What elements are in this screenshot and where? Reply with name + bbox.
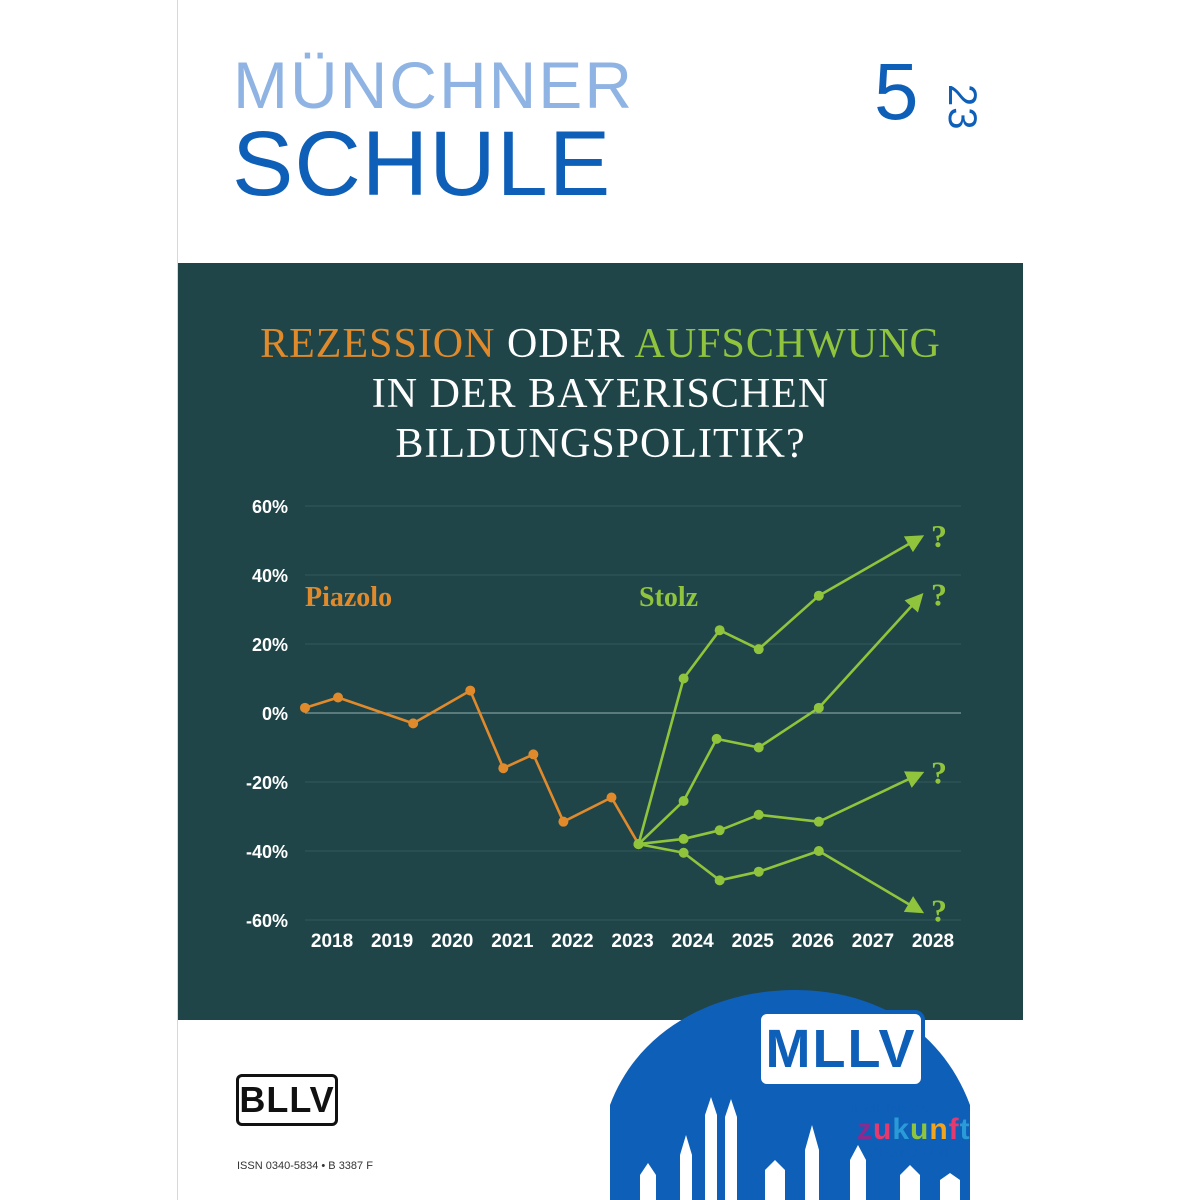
x-tick-label: 2021 <box>491 931 534 952</box>
data-point <box>678 795 689 806</box>
x-tick-label: 2028 <box>912 931 954 952</box>
annotation-piazolo: Piazolo <box>305 582 392 613</box>
x-axis-ticks: 2018 2019 2020 2021 2022 2023 2024 2025 2026 2027… <box>311 931 954 952</box>
data-point <box>300 702 310 713</box>
headline-or: ODER <box>506 321 626 367</box>
series-line <box>638 771 925 846</box>
x-tick-label: 2023 <box>611 931 653 952</box>
magazine-title-line1: MÜNCHNER <box>233 48 634 122</box>
y-tick-label: -60% <box>246 911 288 931</box>
y-tick-label: 20% <box>252 635 288 655</box>
data-point <box>465 685 476 696</box>
x-tick-label: 2025 <box>732 931 775 952</box>
data-point <box>813 846 824 856</box>
data-point <box>813 590 824 601</box>
x-tick-label: 2027 <box>852 931 894 952</box>
series-line <box>637 535 925 845</box>
data-point <box>408 718 419 729</box>
data-point <box>714 825 725 836</box>
line-chart: 60% 40% 20% 0% -20% -40% -60% 2018 2019 2020 2021… <box>246 497 961 952</box>
series-line <box>638 842 925 914</box>
y-axis-ticks: 60% 40% 20% 0% -20% -40% -60% <box>246 497 288 931</box>
slogan-line1: GEMEINSAM <box>843 1100 934 1116</box>
data-point <box>678 833 689 844</box>
series-line <box>637 593 924 846</box>
data-point <box>753 742 764 753</box>
headline-line2: IN DER BAYERISCHEN <box>371 371 830 417</box>
data-point <box>714 625 725 636</box>
x-tick-label: 2022 <box>551 931 593 952</box>
left-border-line <box>177 0 178 1200</box>
question-mark-label: ? <box>931 892 947 928</box>
x-tick-label: 2024 <box>671 931 714 952</box>
x-tick-label: 2026 <box>792 931 834 952</box>
y-tick-label: -20% <box>246 773 288 793</box>
bllv-logo: BLLV <box>236 1074 338 1126</box>
data-point <box>714 875 725 886</box>
slogan-letter: f <box>948 1113 960 1146</box>
chart-series: ???? <box>300 518 947 928</box>
slogan-letter: t <box>959 1113 971 1146</box>
magazine-title-line2: SCHULE <box>232 113 612 215</box>
slogan-line2: zukunft <box>857 1113 971 1147</box>
chart-grid <box>305 505 961 921</box>
y-tick-label: 0% <box>262 704 288 724</box>
slogan-letter: k <box>892 1113 911 1146</box>
annotation-stolz: Stolz <box>639 582 698 613</box>
issn-text: ISSN 0340-5834 • B 3387 F <box>237 1160 373 1172</box>
data-point <box>498 763 509 774</box>
data-point <box>633 839 644 850</box>
slogan-letter: z <box>857 1113 873 1146</box>
headline-upswing: AUFSCHWUNG <box>634 321 941 367</box>
data-point <box>753 809 764 820</box>
mllv-logo: MLLV <box>757 1010 925 1088</box>
issue-number: 5 <box>874 47 919 136</box>
data-point <box>813 816 824 827</box>
y-tick-label: -40% <box>246 842 288 862</box>
data-point <box>678 673 689 684</box>
headline-recession: REZESSION <box>260 321 496 367</box>
y-tick-label: 60% <box>252 497 288 517</box>
series-line <box>304 689 640 845</box>
cover-panel: REZESSION ODER AUFSCHWUNG IN DER BAYERIS… <box>178 263 1023 1020</box>
x-tick-label: 2018 <box>311 931 353 952</box>
question-mark-label: ? <box>931 577 947 613</box>
slogan-letter: u <box>873 1113 893 1146</box>
data-point <box>678 847 689 858</box>
slogan-line3: GESTALTEN <box>869 1145 949 1160</box>
data-point <box>558 816 569 827</box>
question-mark-label: ? <box>931 518 947 554</box>
headline-line1: REZESSION ODER AUFSCHWUNG <box>178 323 1023 365</box>
x-tick-label: 2019 <box>371 931 413 952</box>
data-point <box>753 644 764 655</box>
issue-year: 23 <box>940 84 984 131</box>
x-tick-label: 2020 <box>431 931 473 952</box>
question-mark-label: ? <box>931 754 947 790</box>
data-point <box>528 749 539 760</box>
data-point <box>711 733 722 744</box>
data-point <box>333 692 344 703</box>
data-point <box>813 702 824 713</box>
slogan-letter: n <box>929 1113 949 1146</box>
headline-line3: BILDUNGSPOLITIK? <box>395 421 806 467</box>
slogan-letter: u <box>910 1113 930 1146</box>
data-point <box>753 866 764 877</box>
y-tick-label: 40% <box>252 566 288 586</box>
data-point <box>606 792 617 803</box>
